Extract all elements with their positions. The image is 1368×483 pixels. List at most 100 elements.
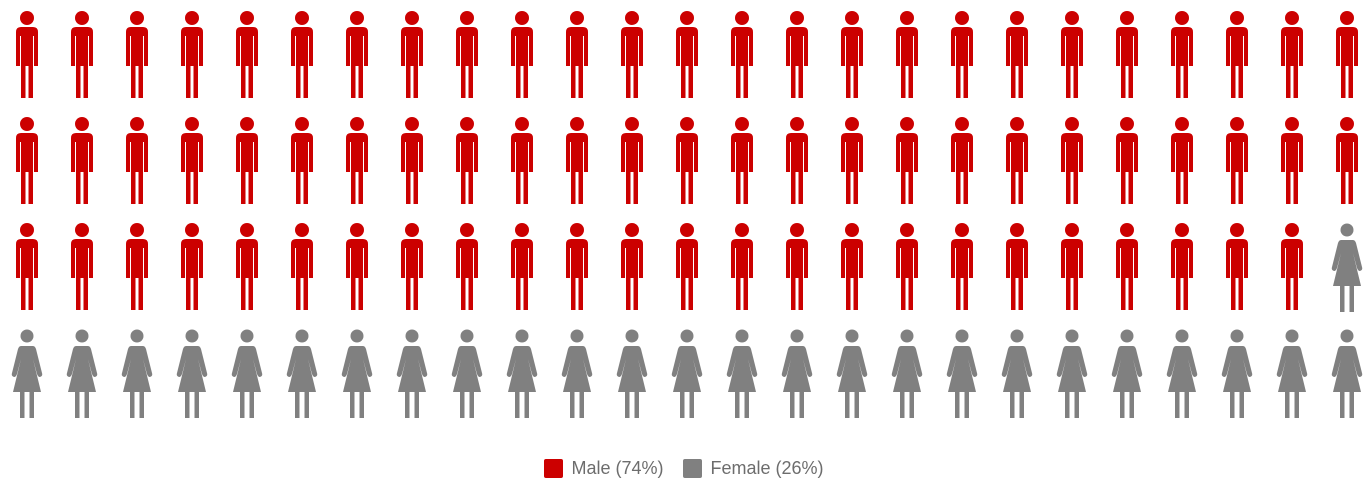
person-head <box>1120 11 1134 25</box>
male-person-icon <box>346 117 368 204</box>
male-person-icon <box>896 117 918 204</box>
person-body <box>951 133 973 204</box>
person-head <box>845 117 859 131</box>
person-head <box>130 11 144 25</box>
person-body <box>291 27 313 98</box>
person-head <box>295 117 309 131</box>
person-body <box>451 346 483 418</box>
person-head <box>1175 11 1189 25</box>
male-person-icon <box>1006 117 1028 204</box>
female-person-icon <box>11 329 43 418</box>
male-person-icon <box>1226 11 1248 98</box>
male-person-icon <box>841 223 863 310</box>
person-head <box>460 117 474 131</box>
person-head <box>1120 329 1134 343</box>
male-person-icon <box>291 117 313 204</box>
male-person-icon <box>621 223 643 310</box>
person-head <box>1340 223 1354 237</box>
male-person-icon <box>236 223 258 310</box>
person-body <box>566 27 588 98</box>
person-head <box>900 329 914 343</box>
person-head <box>240 223 254 237</box>
person-head <box>955 11 969 25</box>
male-person-icon <box>566 117 588 204</box>
person-head <box>75 329 89 343</box>
person-body <box>786 239 808 310</box>
female-person-icon <box>451 329 483 418</box>
person-head <box>845 11 859 25</box>
person-body <box>291 239 313 310</box>
female-person-icon <box>286 329 318 418</box>
female-person-icon <box>121 329 153 418</box>
person-body <box>401 239 423 310</box>
male-person-icon <box>841 117 863 204</box>
person-body <box>1226 133 1248 204</box>
person-body <box>1336 27 1358 98</box>
person-head <box>405 11 419 25</box>
person-head <box>185 117 199 131</box>
person-head <box>240 11 254 25</box>
person-head <box>680 117 694 131</box>
person-body <box>1336 133 1358 204</box>
person-body <box>726 346 758 418</box>
person-head <box>405 223 419 237</box>
person-head <box>295 11 309 25</box>
person-head <box>680 11 694 25</box>
person-body <box>511 27 533 98</box>
male-person-icon <box>346 223 368 310</box>
male-person-icon <box>896 11 918 98</box>
male-person-icon <box>676 11 698 98</box>
female-person-icon <box>946 329 978 418</box>
person-head <box>130 117 144 131</box>
male-person-icon <box>566 223 588 310</box>
person-head <box>515 223 529 237</box>
male-person-icon <box>236 117 258 204</box>
female-person-icon <box>341 329 373 418</box>
person-head <box>185 329 199 343</box>
person-body <box>951 27 973 98</box>
person-body <box>951 239 973 310</box>
person-body <box>401 27 423 98</box>
person-head <box>1120 223 1134 237</box>
person-head <box>900 11 914 25</box>
person-head <box>1010 329 1024 343</box>
male-person-icon <box>896 223 918 310</box>
person-body <box>176 346 208 418</box>
legend-swatch-male <box>544 458 564 478</box>
female-person-icon <box>726 329 758 418</box>
person-head <box>350 223 364 237</box>
person-head <box>75 117 89 131</box>
female-person-icon <box>1221 329 1253 418</box>
male-person-icon <box>401 223 423 310</box>
male-person-icon <box>181 223 203 310</box>
person-body <box>621 27 643 98</box>
person-head <box>570 117 584 131</box>
female-person-icon <box>1331 223 1363 312</box>
female-person-icon <box>836 329 868 418</box>
female-person-icon <box>1276 329 1308 418</box>
male-person-icon <box>456 223 478 310</box>
person-head <box>1285 223 1299 237</box>
person-body <box>1001 346 1033 418</box>
person-body <box>1281 133 1303 204</box>
male-person-icon <box>1226 223 1248 310</box>
person-head <box>1065 223 1079 237</box>
male-person-icon <box>621 11 643 98</box>
person-body <box>236 27 258 98</box>
person-head <box>1230 11 1244 25</box>
person-body <box>1006 239 1028 310</box>
person-body <box>1281 27 1303 98</box>
male-person-icon <box>1281 223 1303 310</box>
male-person-icon <box>1006 11 1028 98</box>
person-body <box>946 346 978 418</box>
person-body <box>71 27 93 98</box>
person-body <box>231 346 263 418</box>
person-body <box>781 346 813 418</box>
person-head <box>570 223 584 237</box>
person-head <box>1175 223 1189 237</box>
male-person-icon <box>181 117 203 204</box>
person-body <box>1171 133 1193 204</box>
male-person-icon <box>126 117 148 204</box>
person-head <box>75 11 89 25</box>
legend-label-male: Male (74%) <box>571 457 664 478</box>
